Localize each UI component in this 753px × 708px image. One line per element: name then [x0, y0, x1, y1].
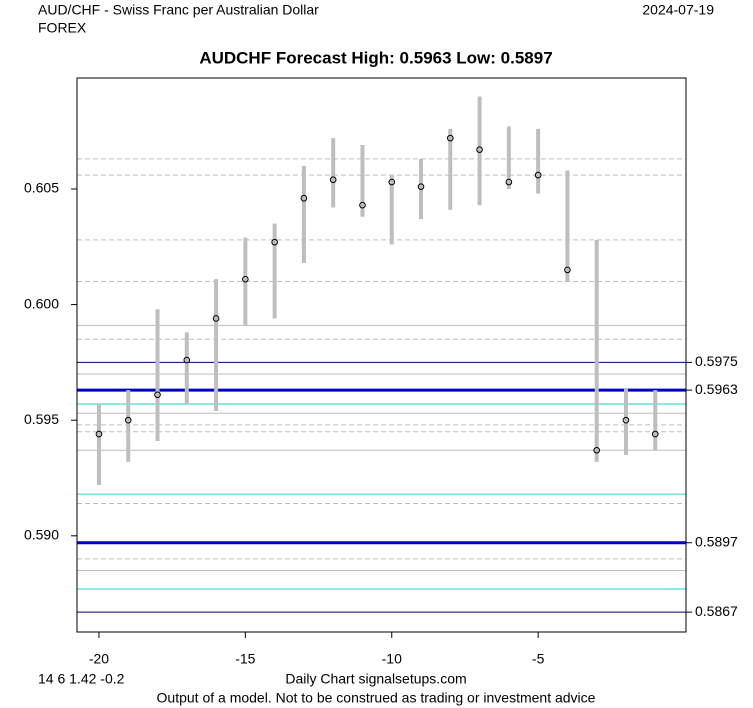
close-point	[476, 146, 483, 153]
y-tick-label: 0.590	[24, 527, 59, 543]
x-tick-label: -10	[382, 651, 402, 667]
level-label: 0.5897	[695, 533, 738, 549]
market: FOREX	[38, 20, 87, 36]
close-point	[95, 430, 103, 438]
x-tick-label: -15	[235, 651, 255, 667]
x-tick-label: -5	[532, 651, 545, 667]
close-point	[359, 201, 366, 209]
plot-frame	[76, 77, 687, 633]
x-tick-label: -20	[89, 651, 109, 667]
close-point	[212, 315, 220, 322]
y-tick-label: 0.600	[24, 295, 59, 311]
level-label: 0.5867	[695, 603, 738, 619]
close-point	[271, 238, 278, 246]
close-point	[388, 178, 396, 186]
close-point	[593, 446, 600, 454]
close-point	[300, 194, 308, 202]
symbol: AUD/CHF - Swiss Franc per Australian Dol…	[38, 2, 319, 18]
close-point	[564, 266, 571, 274]
chart-title: AUDCHF Forecast High: 0.5963 Low: 0.5897	[199, 48, 552, 67]
close-point	[417, 183, 425, 190]
close-point	[534, 171, 542, 179]
close-point	[622, 416, 630, 424]
source: Daily Chart signalsetups.com	[285, 671, 466, 687]
level-label: 0.5975	[695, 353, 738, 369]
close-point	[505, 178, 513, 186]
disclaimer: Output of a model. Not to be construed a…	[157, 690, 596, 706]
close-point	[329, 176, 337, 184]
level-label: 0.5963	[695, 381, 738, 397]
close-point	[651, 430, 659, 438]
close-point	[154, 391, 161, 399]
close-point	[242, 275, 249, 283]
date: 2024-07-19	[642, 2, 714, 18]
close-point	[124, 416, 132, 424]
params: 14 6 1.42 -0.2	[38, 671, 125, 687]
close-point	[447, 134, 454, 142]
y-tick-label: 0.595	[24, 411, 59, 427]
close-point	[183, 356, 191, 364]
y-tick-label: 0.605	[24, 180, 59, 196]
